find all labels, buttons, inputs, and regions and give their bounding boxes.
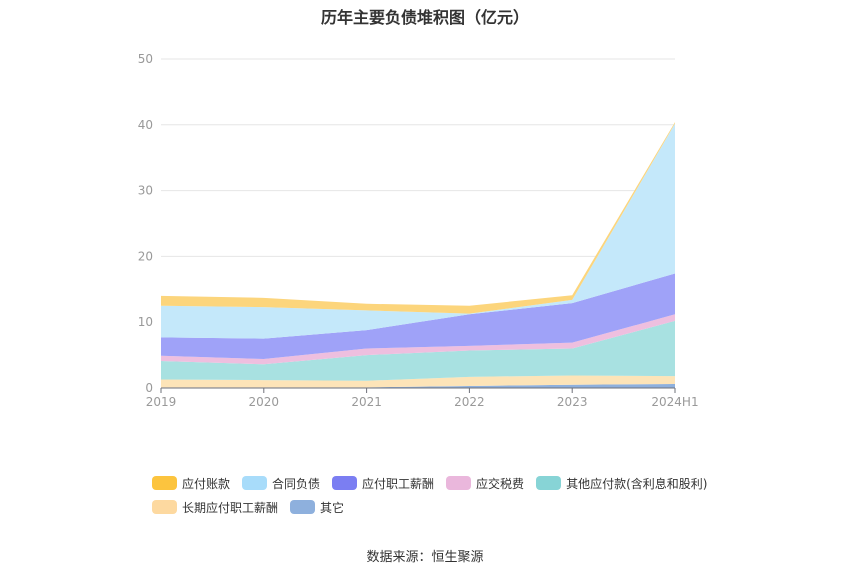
legend-label: 其它 xyxy=(320,500,345,515)
legend-label: 长期应付职工薪酬 xyxy=(182,500,279,515)
y-tick-label: 20 xyxy=(138,249,153,263)
y-tick-label: 10 xyxy=(138,315,153,329)
data-source-note: 数据来源：恒生聚源 xyxy=(366,550,484,565)
legend-label: 应付职工薪酬 xyxy=(362,476,435,491)
area-series xyxy=(161,123,675,339)
legend-item-others[interactable]: 其它 xyxy=(290,499,344,516)
area-series xyxy=(161,273,675,360)
x-tick-label: 2020 xyxy=(249,395,280,409)
legend-swatch-icon xyxy=(242,476,268,490)
x-tick-label: 2024H1 xyxy=(651,395,698,409)
legend-row-2: 长期应付职工薪酬 其它 xyxy=(152,495,752,519)
legend-item-taxes-payable[interactable]: 应交税费 xyxy=(446,475,524,492)
legend-swatch-icon xyxy=(290,500,316,514)
legend-swatch-icon xyxy=(446,476,472,490)
chart-title: 历年主要负债堆积图（亿元） xyxy=(320,8,529,27)
legend-row-1: 应付账款 合同负债 应付职工薪酬 应交税费 其他应付款(含利息和股利) xyxy=(152,471,752,495)
area-series xyxy=(161,314,675,365)
y-tick-label: 50 xyxy=(138,52,153,66)
legend-label: 合同负债 xyxy=(272,476,321,491)
legend-swatch-icon xyxy=(152,500,177,514)
x-tick-label: 2023 xyxy=(557,395,588,409)
legend-label: 应付账款 xyxy=(182,476,231,491)
legend-item-payables[interactable]: 应付账款 xyxy=(152,475,230,492)
legend-item-long-term-payroll[interactable]: 长期应付职工薪酬 xyxy=(152,499,278,516)
area-series xyxy=(161,384,675,388)
y-tick-label: 0 xyxy=(145,381,153,395)
y-tick-label: 30 xyxy=(138,184,153,198)
area-series xyxy=(161,375,675,388)
legend-swatch-icon xyxy=(536,476,562,490)
x-tick-label: 2021 xyxy=(351,395,382,409)
stacked-area-chart: 0 10 20 30 40 50 2019 2020 2021 2022 2023 2024H1 xyxy=(138,52,699,409)
legend-swatch-icon xyxy=(152,476,177,490)
x-tick-label: 2019 xyxy=(146,395,177,409)
legend-item-payroll-payable[interactable]: 应付职工薪酬 xyxy=(332,475,434,492)
area-series xyxy=(161,320,675,381)
legend-item-other-payables[interactable]: 其他应付款(含利息和股利) xyxy=(536,475,707,492)
x-tick-label: 2022 xyxy=(454,395,485,409)
chart-legend: 应付账款 合同负债 应付职工薪酬 应交税费 其他应付款(含利息和股利) 长期应付… xyxy=(152,471,752,519)
legend-label: 其他应付款(含利息和股利) xyxy=(566,476,708,491)
legend-item-contract-liabilities[interactable]: 合同负债 xyxy=(242,475,320,492)
legend-label: 应交税费 xyxy=(476,476,525,491)
y-tick-label: 40 xyxy=(138,118,153,132)
legend-swatch-icon xyxy=(332,476,358,490)
